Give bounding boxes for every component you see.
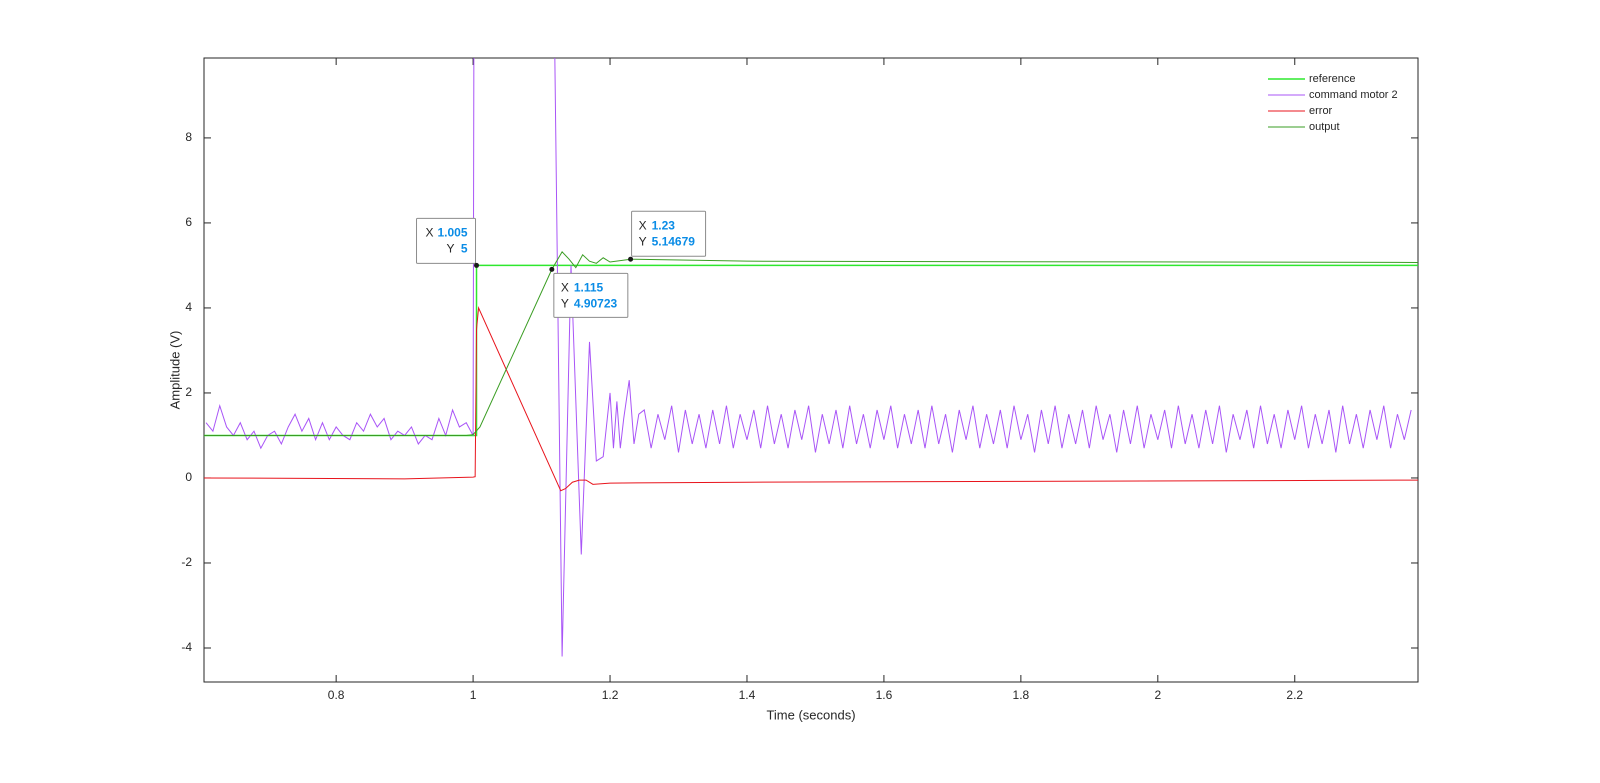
legend-label: reference	[1309, 73, 1355, 85]
datatip-marker	[474, 262, 480, 268]
y-tick-label: 0	[185, 470, 192, 484]
datatip-marker	[628, 256, 634, 262]
datatip-label: X	[561, 281, 569, 295]
y-tick-label: 2	[185, 385, 192, 399]
x-tick-label: 1.8	[1013, 688, 1030, 702]
plot-area	[203, 57, 1419, 683]
datatip-value: 1.23	[652, 218, 676, 232]
x-tick-label: 1	[470, 688, 477, 702]
x-tick-label: 2.2	[1286, 688, 1303, 702]
y-tick-label: 6	[185, 215, 192, 229]
datatip-marker	[549, 266, 555, 272]
series-line	[204, 251, 1418, 436]
y-axis-label: Amplitude (V)	[167, 331, 182, 410]
legend-label: output	[1309, 121, 1340, 133]
datatip-label: X	[639, 218, 647, 232]
datatip-box	[553, 272, 629, 318]
datatip-label: Y	[447, 242, 455, 256]
datatip-label: Y	[639, 234, 647, 248]
datatip-value: 5.14679	[652, 234, 696, 248]
y-tick-label: -4	[181, 640, 192, 654]
datatip-value: 1.115	[574, 281, 604, 295]
plot-lines	[204, 58, 1418, 657]
y-tick-label: -2	[181, 555, 192, 569]
datatip-box	[416, 217, 477, 264]
y-tick-label: 8	[185, 130, 192, 144]
legend-label: command motor 2	[1309, 89, 1398, 101]
x-tick-label: 2	[1154, 688, 1161, 702]
datatip-label: X	[426, 226, 434, 240]
x-axis-label: Time (seconds)	[766, 707, 855, 722]
legend-label: error	[1309, 105, 1333, 117]
series-line	[205, 58, 1412, 657]
datatip-value: 1.005	[437, 226, 467, 240]
x-tick-label: 1.4	[739, 688, 756, 702]
datatip-value: 5	[461, 242, 468, 256]
x-tick-label: 0.8	[328, 688, 345, 702]
series-line	[204, 306, 1418, 492]
x-tick-label: 1.6	[876, 688, 893, 702]
x-tick-label: 1.2	[602, 688, 619, 702]
datatip-box	[631, 210, 707, 257]
y-tick-label: 4	[185, 300, 192, 314]
datatip-label: Y	[561, 297, 569, 311]
datatip-value: 4.90723	[574, 297, 618, 311]
